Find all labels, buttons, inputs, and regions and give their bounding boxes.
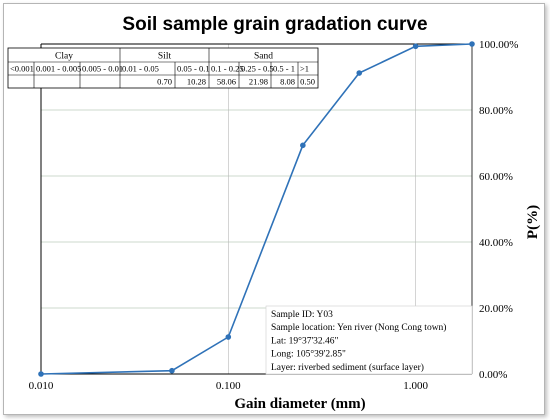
y-tick-label: 20.00%	[479, 303, 513, 315]
info-box-border	[265, 305, 473, 375]
y-axis-label: P(%)	[525, 205, 541, 239]
table-group-header: Clay	[55, 52, 73, 62]
table-value-cell: 8.08	[280, 77, 295, 87]
sample-info-line: Sample location: Yen river (Nong Cong to…	[271, 322, 446, 333]
sample-info-line: Sample ID: Y03	[271, 310, 333, 320]
table-range-cell: 0.01 - 0.05	[122, 64, 159, 74]
y-tick-label: 80.00%	[479, 105, 513, 117]
gradation-table: Clay Silt Sand <0.001 0.001 - 0.005 0.005 - 0…	[7, 47, 319, 89]
y-tick-labels: 0.00% 20.00% 40.00% 60.00% 80.00% 100.00%	[479, 39, 518, 381]
data-point	[38, 371, 44, 377]
sample-info-line: Layer: riverbed sediment (surface layer)	[271, 362, 424, 373]
table-range-cell: <0.001	[10, 64, 34, 74]
table-range-cell: 0.05 - 0.1	[177, 64, 210, 74]
table-value-cell: 58.06	[217, 77, 236, 87]
data-point	[225, 334, 232, 340]
table-value-cell: 0.70	[157, 77, 172, 87]
table-border	[7, 47, 319, 89]
table-value-cell: 0.50	[300, 77, 315, 87]
table-group-header: Silt	[158, 52, 172, 62]
y-tick-label: 0.00%	[479, 369, 507, 381]
table-value-cell: 21.98	[249, 77, 268, 87]
y-tick-label: 60.00%	[479, 171, 513, 183]
chart-title: Soil sample grain gradation curve	[122, 14, 427, 35]
table-group-header: Sand	[254, 52, 273, 62]
x-tick-label: 0.100	[216, 380, 241, 392]
x-tick-label: 0.010	[29, 380, 54, 392]
table-range-cell: 0.1 - 0.25	[211, 64, 244, 74]
data-point	[169, 367, 175, 374]
x-axis-label: Gain diameter (mm)	[234, 396, 365, 412]
y-tick-label: 100.00%	[479, 39, 518, 51]
x-tick-label: 1.000	[403, 380, 428, 392]
sample-info-box: Sample ID: Y03 Sample location: Yen river…	[265, 305, 473, 375]
data-point	[356, 70, 363, 76]
x-tick-labels: 0.010 0.100 1.000	[29, 380, 429, 392]
data-point	[412, 43, 419, 50]
y-tick-label: 40.00%	[479, 237, 513, 249]
sample-info-line: Lat: 19°37'32.46"	[271, 335, 339, 346]
series-layer	[38, 41, 475, 377]
data-point	[300, 142, 306, 149]
data-point	[469, 41, 475, 47]
table-range-cell: >1	[300, 64, 309, 74]
table-value-cell: 10.28	[187, 77, 206, 87]
table-range-cell: 0.001 - 0.005	[36, 64, 81, 74]
table-range-cell: 0.5 - 1	[273, 64, 295, 74]
table-range-cell: 0.005 - 0.01	[82, 64, 123, 74]
sample-info-line: Long: 105°39'2.85"	[271, 349, 346, 360]
table-range-cell: 0.25 - 0.5	[241, 64, 274, 74]
